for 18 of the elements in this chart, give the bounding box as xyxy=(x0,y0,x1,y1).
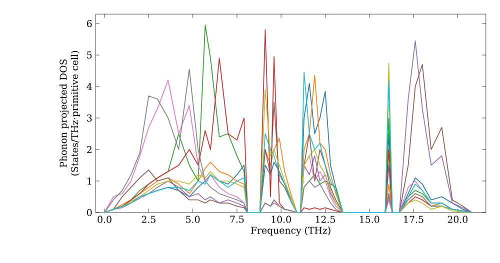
x-tick-label: 2.5 xyxy=(142,216,156,223)
y-tick-label: 3 xyxy=(87,114,92,122)
x-axis-title: Frequency (THz) xyxy=(251,226,330,236)
x-tick-label: 10.0 xyxy=(272,216,291,223)
x-tick-label: 5.0 xyxy=(186,216,200,223)
y-tick-label: 4 xyxy=(86,82,92,90)
x-tick-label: 17.5 xyxy=(404,216,424,223)
y-axis-title: Phonon projected DOS (States/THz·primitive cell) xyxy=(60,50,80,176)
x-tick-label: 7.5 xyxy=(230,216,244,223)
x-tick-label: 20.0 xyxy=(448,216,468,223)
y-tick-label: 0 xyxy=(87,208,92,216)
x-tick-label: 0.0 xyxy=(98,216,112,223)
y-tick-label: 1 xyxy=(88,177,92,184)
x-tick-label: 12.5 xyxy=(316,216,335,223)
y-tick-label: 6 xyxy=(87,20,92,27)
x-tick-label: 15.0 xyxy=(360,216,380,223)
y-tick-label: 2 xyxy=(87,146,92,153)
y-tick-label: 5 xyxy=(87,51,92,58)
